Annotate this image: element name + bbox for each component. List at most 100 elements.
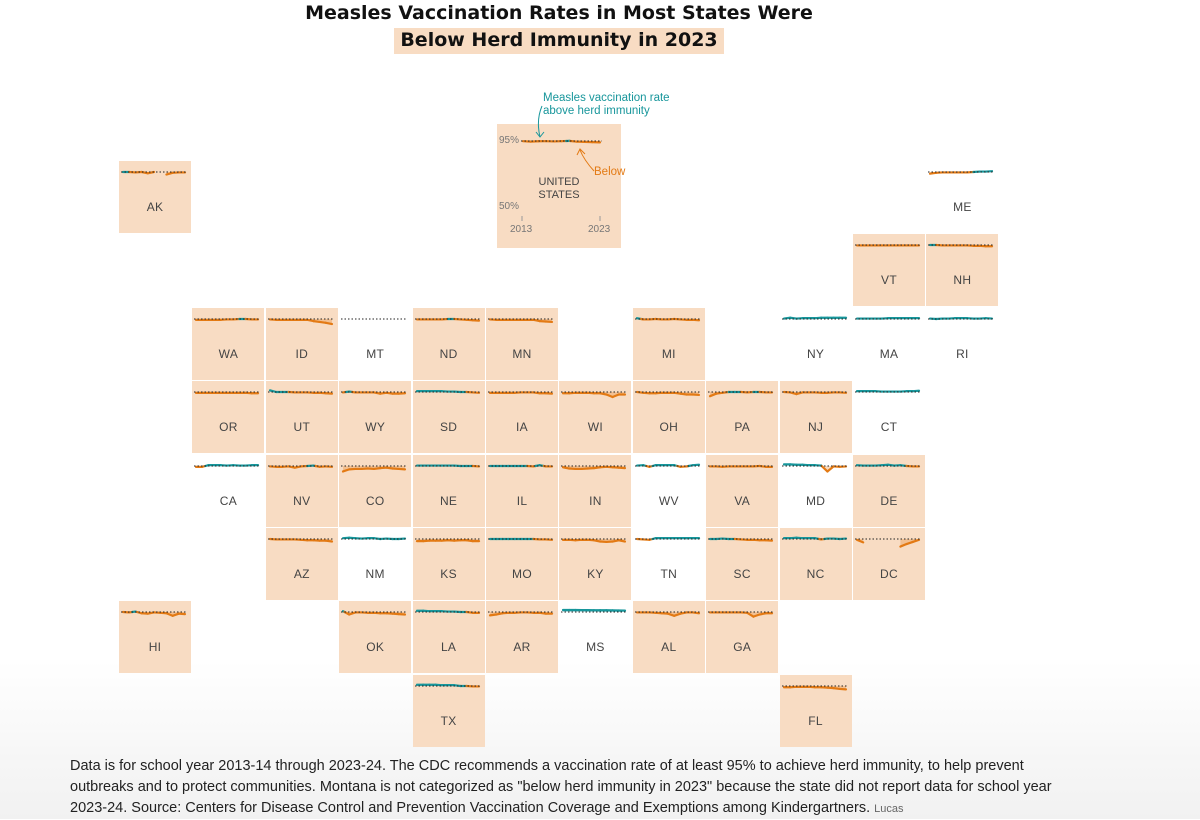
state-label-wi: WI bbox=[559, 420, 631, 434]
state-label-ia: IA bbox=[486, 420, 558, 434]
sparkline-ar bbox=[486, 601, 558, 673]
state-label-nh: NH bbox=[926, 273, 998, 287]
sparkline-ks bbox=[413, 528, 485, 600]
sparkline-sd bbox=[413, 381, 485, 453]
state-tile-nm: NM bbox=[339, 528, 411, 600]
state-label-ar: AR bbox=[486, 640, 558, 654]
sparkline-pa bbox=[706, 381, 778, 453]
state-tile-ga: GA bbox=[706, 601, 778, 673]
sparkline-va bbox=[706, 455, 778, 527]
sparkline-ak bbox=[119, 161, 191, 233]
state-tile-ok: OK bbox=[339, 601, 411, 673]
state-label-mi: MI bbox=[633, 347, 705, 361]
state-label-ne: NE bbox=[413, 494, 485, 508]
state-tile-or: OR bbox=[192, 381, 264, 453]
sparkline-co bbox=[339, 455, 411, 527]
state-label-tx: TX bbox=[413, 714, 485, 728]
sparkline-wv bbox=[633, 455, 705, 527]
sparkline-or bbox=[192, 381, 264, 453]
state-tile-nc: NC bbox=[780, 528, 852, 600]
state-label-mo: MO bbox=[486, 567, 558, 581]
state-label-pa: PA bbox=[706, 420, 778, 434]
state-label-wy: WY bbox=[339, 420, 411, 434]
state-tile-ca: CA bbox=[192, 455, 264, 527]
sparkline-in bbox=[559, 455, 631, 527]
state-label-hi: HI bbox=[119, 640, 191, 654]
state-label-ga: GA bbox=[706, 640, 778, 654]
sparkline-mt bbox=[339, 308, 411, 380]
sparkline-tn bbox=[633, 528, 705, 600]
state-label-wv: WV bbox=[633, 494, 705, 508]
x-tick-2013: 2013 bbox=[510, 224, 532, 235]
state-tile-va: VA bbox=[706, 455, 778, 527]
sparkline-ri bbox=[926, 308, 998, 380]
sparkline-de bbox=[853, 455, 925, 527]
state-tile-md: MD bbox=[780, 455, 852, 527]
state-label-la: LA bbox=[413, 640, 485, 654]
state-label-mt: MT bbox=[339, 347, 411, 361]
state-tile-ne: NE bbox=[413, 455, 485, 527]
state-tile-fl: FL bbox=[780, 675, 852, 747]
state-tile-ct: CT bbox=[853, 381, 925, 453]
state-label-de: DE bbox=[853, 494, 925, 508]
state-label-ri: RI bbox=[926, 347, 998, 361]
sparkline-vt bbox=[853, 234, 925, 306]
state-label-nd: ND bbox=[413, 347, 485, 361]
state-label-nj: NJ bbox=[780, 420, 852, 434]
state-label-vt: VT bbox=[853, 273, 925, 287]
sparkline-ne bbox=[413, 455, 485, 527]
state-label-va: VA bbox=[706, 494, 778, 508]
tile-grid-map: UNITED STATES 95% 50% 2013 2023 Measles … bbox=[0, 0, 1200, 760]
sparkline-nj bbox=[780, 381, 852, 453]
state-label-ut: UT bbox=[266, 420, 338, 434]
state-tile-dc: DC bbox=[853, 528, 925, 600]
state-tile-mo: MO bbox=[486, 528, 558, 600]
state-tile-wi: WI bbox=[559, 381, 631, 453]
sparkline-ky bbox=[559, 528, 631, 600]
state-tile-ms: MS bbox=[559, 601, 631, 673]
state-label-oh: OH bbox=[633, 420, 705, 434]
sparkline-me bbox=[926, 161, 998, 233]
sparkline-il bbox=[486, 455, 558, 527]
sparkline-nv bbox=[266, 455, 338, 527]
sparkline-al-line-seg-9-0 bbox=[693, 613, 699, 614]
state-tile-la: LA bbox=[413, 601, 485, 673]
sparkline-wi bbox=[559, 381, 631, 453]
state-tile-de: DE bbox=[853, 455, 925, 527]
state-tile-nh: NH bbox=[926, 234, 998, 306]
state-label-id: ID bbox=[266, 347, 338, 361]
state-tile-ut: UT bbox=[266, 381, 338, 453]
sparkline-wy bbox=[339, 381, 411, 453]
sparkline-ny bbox=[780, 308, 852, 380]
sparkline-mn bbox=[486, 308, 558, 380]
sparkline-nh bbox=[926, 234, 998, 306]
state-tile-tx: TX bbox=[413, 675, 485, 747]
united-states-panel: UNITED STATES 95% 50% 2013 2023 bbox=[497, 124, 621, 248]
state-label-mn: MN bbox=[486, 347, 558, 361]
sparkline-wa bbox=[192, 308, 264, 380]
sparkline-dc bbox=[853, 528, 925, 600]
state-label-ny: NY bbox=[780, 347, 852, 361]
state-tile-pa: PA bbox=[706, 381, 778, 453]
sparkline-nc bbox=[780, 528, 852, 600]
state-tile-mi: MI bbox=[633, 308, 705, 380]
state-tile-vt: VT bbox=[853, 234, 925, 306]
state-label-il: IL bbox=[486, 494, 558, 508]
state-tile-id: ID bbox=[266, 308, 338, 380]
sparkline-ma bbox=[853, 308, 925, 380]
footnote-credit: Lucas bbox=[874, 803, 903, 815]
sparkline-id bbox=[266, 308, 338, 380]
state-tile-me: ME bbox=[926, 161, 998, 233]
sparkline-az-line-seg-9-0 bbox=[326, 541, 332, 542]
annotation-below: Below bbox=[594, 166, 625, 179]
sparkline-ok bbox=[339, 601, 411, 673]
state-tile-ar: AR bbox=[486, 601, 558, 673]
state-tile-ma: MA bbox=[853, 308, 925, 380]
state-label-nc: NC bbox=[780, 567, 852, 581]
state-label-ak: AK bbox=[119, 200, 191, 214]
footnote: Data is for school year 2013-14 through … bbox=[70, 756, 1070, 820]
state-label-ok: OK bbox=[339, 640, 411, 654]
state-label-me: ME bbox=[926, 200, 998, 214]
state-label-or: OR bbox=[192, 420, 264, 434]
sparkline-ky-line-seg-9-0 bbox=[619, 540, 625, 541]
